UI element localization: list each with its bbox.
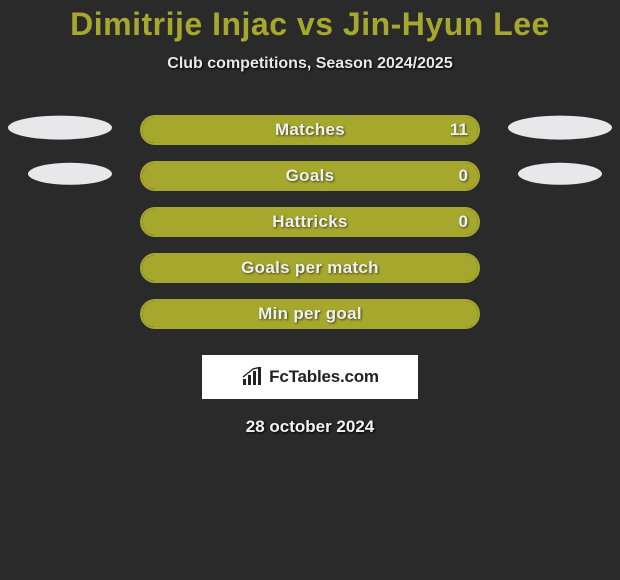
page-title: Dimitrije Injac vs Jin-Hyun Lee — [0, 6, 620, 43]
stat-label: Goals per match — [142, 255, 478, 281]
source-text: FcTables.com — [269, 367, 379, 387]
stat-bar: Goals per match — [140, 253, 480, 283]
stat-row: Matches11 — [0, 107, 620, 153]
stat-label: Min per goal — [142, 301, 478, 327]
stat-value-right: 0 — [459, 209, 468, 235]
decor-ellipse-left — [8, 116, 112, 140]
stat-bar: Matches11 — [140, 115, 480, 145]
decor-ellipse-right — [518, 163, 602, 185]
stat-row: Goals0 — [0, 153, 620, 199]
stat-label: Hattricks — [142, 209, 478, 235]
player2-name: Jin-Hyun Lee — [343, 6, 550, 42]
stat-row: Hattricks0 — [0, 199, 620, 245]
stat-label: Goals — [142, 163, 478, 189]
snapshot-date: 28 october 2024 — [0, 417, 620, 437]
player1-name: Dimitrije Injac — [70, 6, 287, 42]
bar-chart-icon — [241, 367, 263, 387]
stat-row: Min per goal — [0, 291, 620, 337]
stat-bar: Hattricks0 — [140, 207, 480, 237]
stat-value-right: 11 — [450, 117, 468, 143]
comparison-card: Dimitrije Injac vs Jin-Hyun Lee Club com… — [0, 0, 620, 437]
stat-row: Goals per match — [0, 245, 620, 291]
stat-bar: Min per goal — [140, 299, 480, 329]
decor-ellipse-left — [28, 163, 112, 185]
stat-value-right: 0 — [459, 163, 468, 189]
decor-ellipse-right — [508, 116, 612, 140]
stat-rows: Matches11Goals0Hattricks0Goals per match… — [0, 107, 620, 337]
source-badge[interactable]: FcTables.com — [202, 355, 418, 399]
stat-bar: Goals0 — [140, 161, 480, 191]
stat-label: Matches — [142, 117, 478, 143]
subtitle: Club competitions, Season 2024/2025 — [0, 55, 620, 73]
vs-label: vs — [297, 6, 334, 42]
